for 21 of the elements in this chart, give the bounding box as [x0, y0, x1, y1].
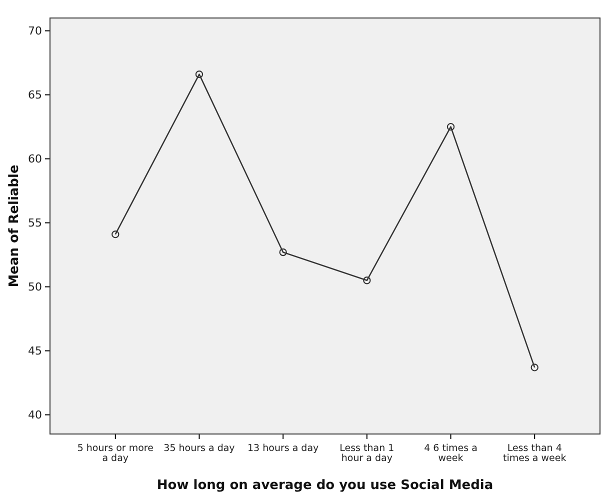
- point: [363, 276, 371, 284]
- y-axis-title: Mean of Reliable: [7, 164, 22, 288]
- point: [279, 248, 287, 256]
- y-tick-label: 40: [28, 408, 42, 422]
- point: [195, 70, 204, 78]
- y-tick-label: 55: [28, 216, 42, 230]
- x-tick-label: 5 hours or more a day: [77, 443, 154, 464]
- y-tick-label: 50: [28, 280, 42, 294]
- y-tick-label: 60: [28, 152, 42, 166]
- x-axis-title: How long on average do you use Social Media: [156, 478, 494, 493]
- point: [446, 122, 455, 131]
- y-tick-label: 65: [28, 88, 42, 102]
- x-tick-label: Less than 4 times a week: [502, 443, 567, 464]
- y-tick-label: 70: [28, 24, 42, 38]
- point: [530, 364, 538, 372]
- y-tick-label: 45: [28, 344, 42, 358]
- x-tick-label: 35 hours a day: [164, 443, 236, 454]
- x-tick-label: 13 hours a day: [248, 443, 320, 454]
- x-tick-label: 4 6 times a week: [424, 443, 478, 464]
- x-tick-label: Less than 1 hour a day: [340, 443, 394, 464]
- point: [112, 230, 120, 238]
